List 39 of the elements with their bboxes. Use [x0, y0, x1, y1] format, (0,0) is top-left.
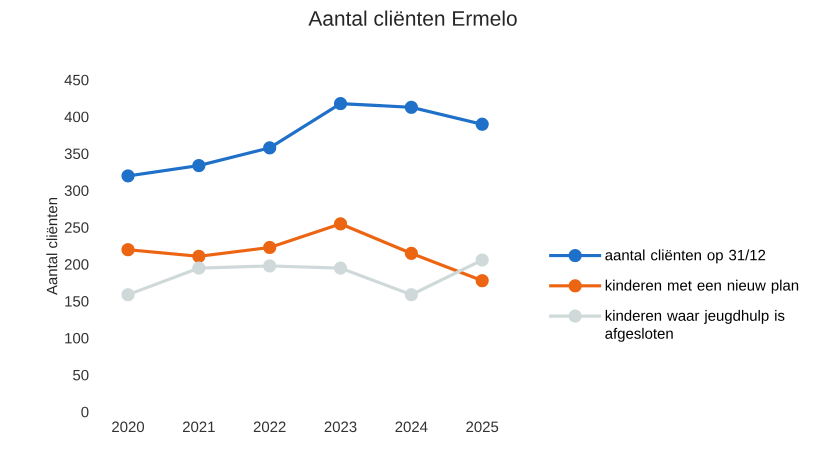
point [121, 243, 135, 256]
point [476, 274, 489, 288]
chart-title: Aantal cliënten Ermelo [308, 10, 517, 26]
y-tick-label: 200 [64, 259, 88, 270]
point [404, 246, 418, 260]
point [263, 141, 276, 154]
y-tick-label: 450 [64, 74, 88, 86]
legend-label: kinderen met een nieuw plan [606, 280, 798, 294]
legend-label: aantal cliënten op 31/12 [605, 249, 766, 264]
y-tick-label: 150 [65, 296, 88, 307]
x-tick-label: 2020 [112, 422, 144, 432]
y-tick-label: 350 [64, 148, 88, 160]
point [192, 262, 206, 275]
y-tick-label: 50 [73, 370, 88, 380]
x-tick-label: 2025 [466, 422, 498, 432]
point [192, 159, 206, 172]
point [476, 118, 489, 131]
y-axis-title: Aantal cliënten [46, 198, 58, 295]
y-tick-label: 0 [81, 406, 88, 418]
x-tick-label: 2022 [254, 422, 286, 432]
x-tick-label: 2021 [182, 422, 215, 432]
point [334, 97, 348, 110]
point [404, 288, 418, 302]
point [476, 253, 489, 267]
point [263, 259, 276, 272]
point [192, 250, 206, 263]
x-tick-label: 2024 [395, 422, 428, 432]
point [334, 262, 348, 275]
point [263, 240, 276, 254]
x-tick-label: 2023 [324, 422, 356, 432]
y-tick-label: 100 [65, 332, 88, 344]
point [404, 100, 418, 114]
y-tick-label: 250 [64, 222, 88, 233]
point [334, 217, 348, 230]
legend-label: kinderen waar jeugdhulp is afgesloten [605, 310, 784, 342]
y-tick-label: 300 [64, 185, 88, 196]
y-tick-label: 400 [64, 112, 88, 122]
point [121, 169, 135, 182]
point [121, 288, 135, 302]
